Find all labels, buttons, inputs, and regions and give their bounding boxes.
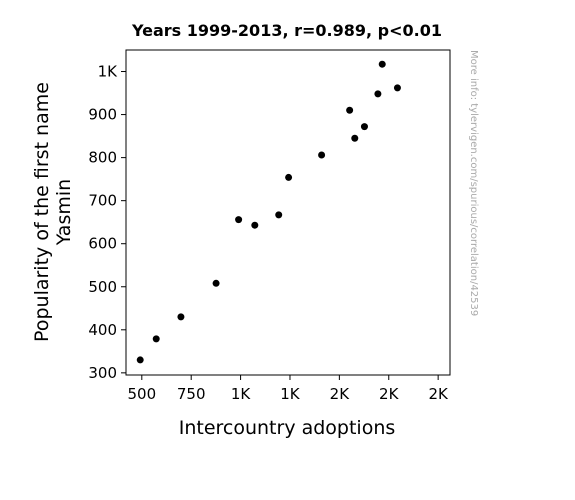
y-axis-label: Popularity of the first name Yasmin — [31, 82, 75, 342]
data-point — [374, 90, 382, 98]
plot-area: 500 750 1K 1K 2K 2K 2K 300 400 500 600 700 800 900 1K — [88, 49, 451, 403]
plot-frame — [125, 49, 451, 376]
y-tick-label: 600 — [88, 235, 117, 253]
y-tick-label: 700 — [88, 192, 117, 210]
data-point — [212, 279, 220, 287]
x-tick-label: 500 — [127, 385, 156, 403]
y-tick-label: 300 — [88, 364, 117, 382]
y-axis-ticks: 300 400 500 600 700 800 900 1K — [88, 63, 126, 382]
data-point — [318, 151, 326, 159]
data-point — [275, 211, 283, 219]
y-tick-label: 900 — [88, 106, 117, 124]
data-point — [177, 313, 185, 321]
data-point — [378, 60, 386, 68]
data-point — [346, 106, 354, 114]
x-tick-label: 1K — [280, 385, 301, 403]
x-axis-label: Intercountry adoptions — [179, 417, 396, 439]
y-tick-label: 400 — [88, 321, 117, 339]
data-point — [235, 216, 243, 224]
chart-title: Years 1999-2013, r=0.989, p<0.01 — [131, 21, 442, 40]
x-tick-label: 2K — [330, 385, 351, 403]
y-axis-label-line-1: Popularity of the first name — [31, 82, 53, 342]
data-point — [285, 173, 293, 181]
x-tick-label: 750 — [177, 385, 206, 403]
data-point — [136, 356, 144, 364]
watermark-text: More info: tylervigen.com/spurious/corre… — [468, 50, 479, 316]
y-tick-label: 800 — [88, 149, 117, 167]
data-points — [136, 60, 401, 364]
data-point — [393, 84, 401, 92]
x-tick-label: 2K — [379, 385, 400, 403]
y-tick-label: 1K — [98, 63, 119, 81]
data-point — [251, 221, 259, 229]
y-axis-label-line-2: Yasmin — [53, 179, 75, 246]
y-tick-label: 500 — [88, 278, 117, 296]
x-tick-label: 1K — [231, 385, 252, 403]
x-axis-ticks: 500 750 1K 1K 2K 2K 2K — [127, 375, 449, 403]
data-point — [351, 134, 359, 142]
data-point — [360, 123, 368, 131]
data-point — [152, 335, 160, 343]
x-tick-label: 2K — [428, 385, 449, 403]
